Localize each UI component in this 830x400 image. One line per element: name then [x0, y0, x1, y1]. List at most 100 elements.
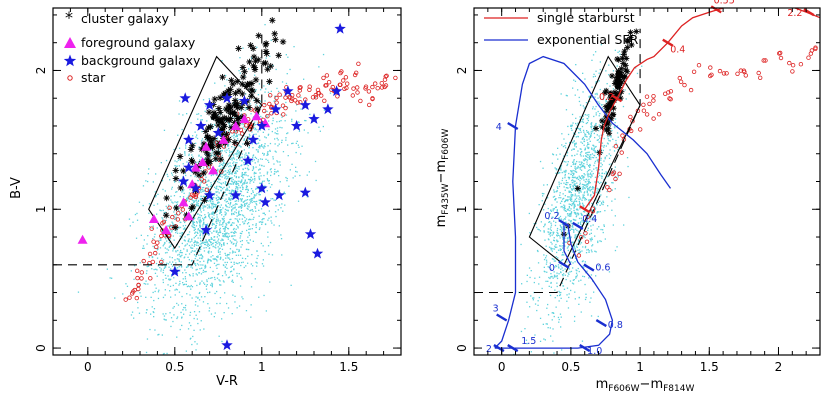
cluster-galaxy-point-stroke [232, 90, 238, 96]
field-dot [550, 286, 552, 288]
cluster-galaxy-point-stroke [248, 87, 254, 93]
field-dot [587, 194, 589, 196]
field-dot [578, 200, 580, 203]
field-dot [603, 128, 606, 131]
legend-circle-icon [67, 75, 73, 81]
field-dot [277, 209, 279, 211]
field-dot [257, 161, 259, 163]
field-dot [552, 277, 554, 279]
field-dot [213, 276, 216, 279]
field-dot [214, 227, 216, 229]
field-dot [238, 262, 240, 264]
field-dot [270, 216, 272, 218]
field-dot [216, 188, 218, 190]
field-dot [574, 193, 576, 195]
field-dot [257, 138, 259, 140]
star-point [136, 282, 141, 288]
field-dot [183, 306, 185, 309]
field-dot [203, 206, 205, 208]
field-dot [217, 240, 219, 242]
field-dot [585, 296, 587, 299]
field-dot [543, 254, 545, 256]
field-dot [159, 209, 161, 211]
field-dot [570, 215, 572, 217]
field-dot [277, 133, 279, 135]
field-dot [185, 147, 187, 149]
field-dot [596, 190, 598, 192]
field-dot [221, 248, 224, 250]
field-dot [225, 189, 227, 191]
foreground-galaxy-point [178, 197, 189, 207]
field-dot [222, 228, 225, 230]
field-dot [239, 240, 242, 243]
field-dot [618, 50, 621, 52]
field-dot [597, 151, 599, 153]
field-dot [235, 243, 237, 245]
field-dot [583, 144, 585, 146]
legend-star: star [81, 70, 106, 85]
field-dot [206, 280, 208, 283]
field-dot [565, 179, 567, 182]
field-dot [570, 197, 572, 199]
field-dot [171, 172, 173, 174]
field-dot [237, 165, 239, 168]
field-dot [543, 338, 545, 340]
field-dot [277, 145, 279, 147]
field-dot [252, 155, 254, 157]
field-dot [584, 197, 586, 200]
legend-cluster-galaxy: cluster galaxy [81, 11, 170, 26]
field-dot [556, 211, 558, 213]
field-dot [175, 231, 177, 234]
field-dot [184, 224, 187, 227]
field-dot [228, 123, 230, 125]
star-point [338, 70, 343, 76]
field-dot [251, 180, 253, 182]
field-dot [231, 157, 233, 159]
field-dot [605, 171, 607, 173]
field-dot [586, 114, 588, 116]
field-dot [215, 231, 218, 233]
field-dot [225, 212, 227, 214]
field-dot [186, 161, 188, 163]
field-dot [216, 137, 219, 139]
field-dot [582, 118, 584, 120]
field-dot [537, 304, 539, 306]
field-dot [197, 237, 199, 239]
field-dot [591, 237, 593, 239]
field-dot [239, 152, 241, 155]
field-dot [329, 92, 332, 94]
field-dot [636, 72, 639, 75]
field-dot [608, 126, 610, 128]
field-dot [577, 150, 579, 152]
field-dot [151, 306, 153, 308]
field-dot [146, 243, 148, 245]
field-dot [235, 181, 237, 183]
field-dot [220, 150, 222, 152]
field-dot [246, 182, 248, 184]
field-dot [577, 249, 579, 251]
cluster-galaxy-point [244, 140, 251, 147]
field-dot [255, 223, 257, 225]
field-dot [177, 254, 179, 256]
field-dot [561, 232, 563, 235]
field-dot [145, 280, 147, 282]
field-dot [294, 175, 296, 177]
field-dot [558, 172, 560, 174]
star-point [338, 82, 343, 87]
field-dot [314, 160, 317, 163]
field-dot [273, 224, 275, 226]
field-dot [221, 340, 223, 343]
field-dot [200, 215, 203, 217]
field-dot [207, 261, 209, 263]
foreground-galaxy-point [161, 225, 172, 235]
field-dot [251, 131, 253, 133]
field-dot [239, 214, 242, 216]
field-dot [553, 191, 555, 193]
cluster-galaxy-point-stroke [228, 125, 234, 131]
field-dot [579, 182, 581, 184]
field-dot [228, 197, 230, 199]
cluster-galaxy-point-stroke [246, 105, 252, 111]
field-dot [563, 206, 565, 208]
field-dot [216, 170, 218, 172]
field-dot [208, 214, 210, 216]
